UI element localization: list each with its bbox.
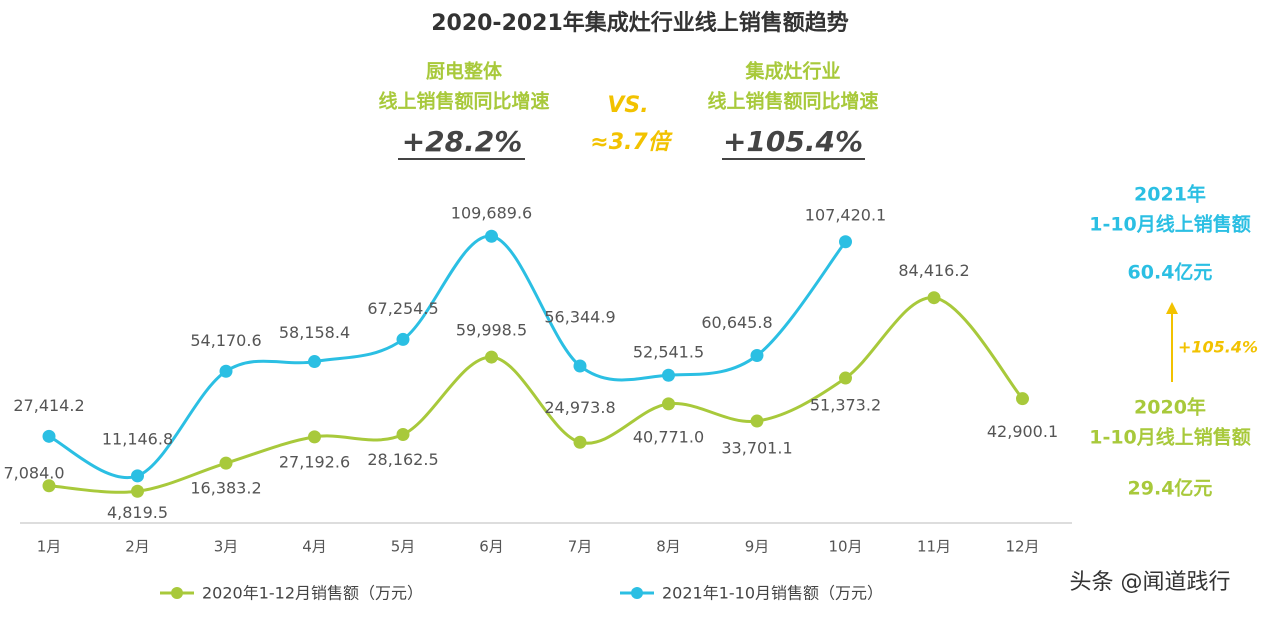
data-label: 33,701.1	[721, 439, 792, 458]
x-tick-label: 4月	[302, 538, 327, 556]
data-label: 4,819.5	[107, 503, 168, 522]
x-tick-label: 11月	[917, 538, 951, 556]
data-label: 109,689.6	[451, 204, 532, 223]
data-label: 58,158.4	[279, 323, 350, 342]
point	[131, 484, 144, 498]
point	[42, 429, 56, 443]
point	[396, 332, 410, 346]
annotation: +28.2%	[402, 125, 523, 158]
x-tick-label: 8月	[656, 538, 681, 556]
annotation: +105.4%	[1178, 338, 1258, 357]
annotation: +105.4%	[723, 125, 863, 158]
data-label: 27,192.6	[279, 452, 350, 471]
data-label: 56,344.9	[544, 307, 615, 326]
annotation: 1-10月线上销售额	[1089, 426, 1251, 449]
point	[485, 350, 498, 364]
data-label: 16,383.2	[190, 479, 261, 498]
annotation: 集成灶行业	[744, 60, 840, 83]
data-label: 42,900.1	[987, 422, 1058, 441]
x-tick-label: 12月	[1005, 538, 1039, 556]
data-label: 11,146.8	[102, 429, 173, 448]
point	[750, 349, 764, 363]
data-label: 84,416.2	[898, 261, 969, 280]
point	[573, 359, 587, 373]
data-label: 52,541.5	[633, 343, 704, 362]
data-label: 60,645.8	[701, 313, 772, 332]
x-tick-label: 1月	[37, 538, 62, 556]
annotation: 1-10月线上销售额	[1089, 213, 1251, 236]
point	[131, 469, 144, 483]
point	[219, 364, 233, 378]
point	[396, 428, 410, 442]
x-tick-label: 2月	[125, 538, 150, 556]
data-label: 40,771.0	[633, 427, 704, 446]
point	[839, 235, 852, 249]
annotation: 线上销售额同比增速	[378, 90, 549, 113]
point	[662, 368, 675, 382]
x-tick-label: 3月	[214, 538, 239, 556]
data-label: 7,084.0	[3, 463, 64, 482]
chart-title: 2020-2021年集成灶行业线上销售额趋势	[431, 10, 849, 36]
annotation: 厨电整体	[426, 60, 503, 83]
data-label: 107,420.1	[805, 205, 886, 224]
x-tick-label: 9月	[745, 538, 770, 556]
x-tick-label: 5月	[391, 538, 416, 556]
legend-label: 2021年1-10月销售额（万元）	[662, 584, 883, 603]
data-label: 67,254.5	[367, 299, 438, 318]
annotation: 线上销售额同比增速	[707, 90, 878, 113]
arrow-head	[1166, 302, 1178, 314]
legend-marker	[631, 587, 643, 599]
point	[750, 414, 764, 428]
point	[662, 397, 675, 411]
annotation: VS.	[607, 93, 648, 118]
data-label: 28,162.5	[367, 450, 438, 469]
point	[308, 430, 321, 444]
annotation: 29.4亿元	[1128, 477, 1213, 500]
point	[573, 435, 587, 449]
point	[308, 355, 321, 369]
data-label: 27,414.2	[13, 396, 84, 415]
series-line	[48, 234, 847, 480]
annotation: ≈3.7倍	[590, 129, 672, 155]
x-tick-label: 7月	[568, 538, 593, 556]
annotation: 2020年	[1134, 396, 1206, 419]
point	[42, 479, 56, 493]
x-tick-label: 6月	[479, 538, 504, 556]
data-label: 24,973.8	[544, 398, 615, 417]
watermark: 头条 @闻道践行	[1070, 570, 1231, 595]
point	[219, 456, 233, 470]
data-label: 51,373.2	[810, 396, 881, 415]
point	[1016, 392, 1029, 406]
data-label: 54,170.6	[190, 331, 261, 350]
point	[927, 291, 941, 305]
annotation: 2021年	[1134, 183, 1206, 206]
legend-label: 2020年1-12月销售额（万元）	[202, 584, 423, 603]
data-label: 59,998.5	[456, 321, 527, 340]
x-tick-label: 10月	[828, 538, 862, 556]
legend-marker	[171, 587, 183, 599]
point	[839, 371, 852, 385]
annotation: 60.4亿元	[1128, 261, 1213, 284]
point	[485, 229, 498, 243]
